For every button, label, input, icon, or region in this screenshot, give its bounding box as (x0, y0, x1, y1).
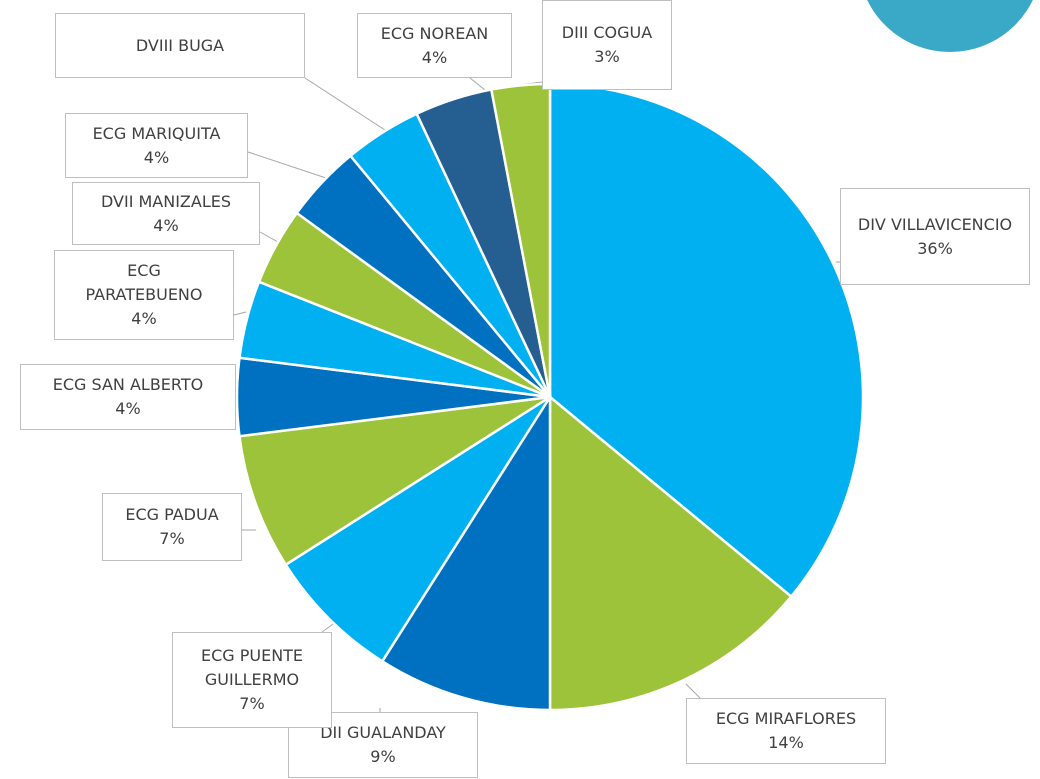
pie-slice (548, 394, 793, 712)
value-label: 36% (917, 238, 953, 258)
data-label: DVIII BUGA (55, 13, 305, 78)
value-label: 14% (768, 733, 804, 752)
decor-circle (867, 0, 1033, 52)
category-label: ECG MARIQUITA (92, 123, 221, 143)
data-label: ECG NOREAN 4% (357, 13, 512, 78)
data-label: ECG PADUA 7% (102, 493, 242, 561)
category-label: ECG MIRAFLORES (715, 709, 857, 728)
value-label: 4% (115, 399, 141, 418)
data-label: ECG MARIQUITA 4% (65, 113, 248, 178)
leader-line (259, 231, 279, 243)
data-label: ECG PUENTE GUILLERMO 7% (172, 632, 332, 728)
leader-line (233, 311, 247, 316)
value-label: 7% (159, 529, 185, 548)
data-label: ECG SAN ALBERTO 4% (20, 364, 236, 430)
category-label: DII GUALANDAY (320, 723, 446, 742)
pie-slice (283, 395, 552, 664)
data-label: ECG PARATEBUENO 4% (54, 250, 234, 340)
leader-line (247, 151, 333, 181)
value-label: 4% (143, 147, 170, 167)
category-label: ECG SAN ALBERTO (52, 375, 204, 394)
category-label: ECG NOREAN (380, 23, 489, 43)
pie-slice (380, 392, 552, 712)
pie-slice (238, 395, 551, 567)
value-label: 4% (153, 215, 179, 235)
data-label: DIII COGUA 3% (542, 0, 672, 90)
category-label: DIV VILLAVICENCIO (857, 214, 1013, 234)
category-label: ECG PADUA (125, 505, 219, 524)
category-label: DVII MANIZALES (100, 191, 232, 211)
category-label: DVIII BUGA (135, 35, 225, 55)
data-label: DIV VILLAVICENCIO 36% (840, 188, 1030, 285)
leader-line (685, 683, 701, 699)
leader-line (469, 77, 486, 91)
value-label: 7% (239, 694, 265, 713)
value-label: 3% (594, 47, 620, 66)
data-label: DVII MANIZALES 4% (72, 182, 260, 245)
value-label: 9% (370, 747, 396, 766)
value-label: 4% (131, 309, 157, 328)
category-label: ECG PARATEBUENO (85, 261, 203, 304)
leader-line (304, 77, 386, 131)
pie-slice (548, 82, 865, 599)
category-label: ECG PUENTE GUILLERMO (200, 646, 304, 689)
value-label: 4% (421, 47, 448, 67)
data-label: ECG MIRAFLORES 14% (686, 698, 886, 764)
category-label: DIII COGUA (561, 23, 653, 42)
